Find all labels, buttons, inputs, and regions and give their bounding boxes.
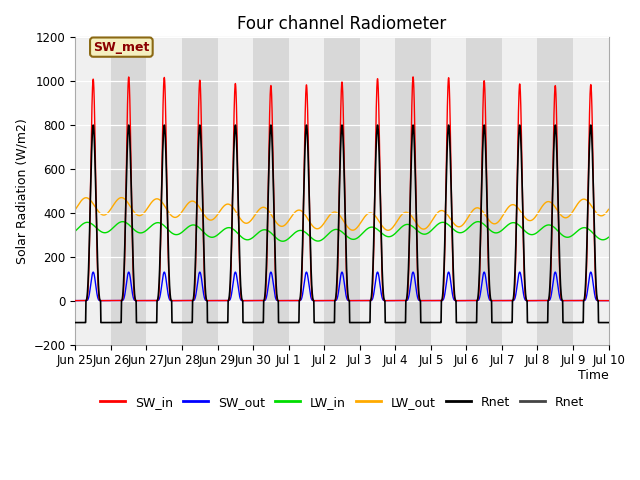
Bar xyxy=(182,37,218,345)
Legend: SW_in, SW_out, LW_in, LW_out, Rnet, Rnet: SW_in, SW_out, LW_in, LW_out, Rnet, Rnet xyxy=(95,391,589,414)
Bar xyxy=(111,37,147,345)
Bar xyxy=(467,37,502,345)
Text: SW_met: SW_met xyxy=(93,41,150,54)
Bar xyxy=(538,37,573,345)
Bar xyxy=(253,37,289,345)
Title: Four channel Radiometer: Four channel Radiometer xyxy=(237,15,447,33)
Bar xyxy=(396,37,431,345)
Bar xyxy=(324,37,360,345)
Y-axis label: Solar Radiation (W/m2): Solar Radiation (W/m2) xyxy=(15,118,28,264)
X-axis label: Time: Time xyxy=(578,369,609,382)
